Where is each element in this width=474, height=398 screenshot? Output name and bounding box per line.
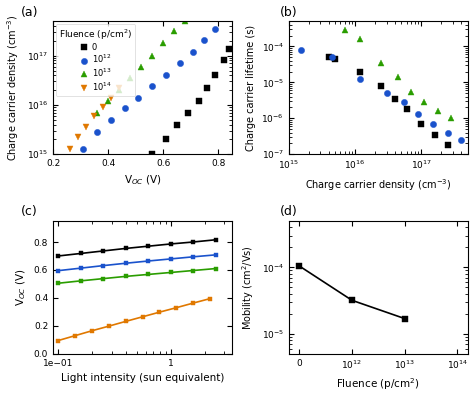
10$^{14}$ [116, 86, 122, 90]
10$^{13}$ [379, 60, 384, 65]
10$^{13}$ [127, 76, 133, 80]
0 [419, 121, 424, 126]
0 [458, 157, 464, 162]
Line: 10$^{14}$: 10$^{14}$ [66, 85, 122, 152]
0 [357, 69, 363, 74]
Y-axis label: Charge carrier density (cm$^{-3}$): Charge carrier density (cm$^{-3}$) [6, 15, 21, 161]
Line: 10$^{12}$: 10$^{12}$ [80, 26, 219, 152]
10$^{12}$ [108, 117, 114, 122]
10$^{13}$ [149, 53, 155, 58]
10$^{12}$ [163, 73, 169, 78]
Y-axis label: Charge carrier lifetime (s): Charge carrier lifetime (s) [246, 25, 256, 151]
0 [404, 107, 410, 111]
0 [149, 152, 155, 156]
10$^{14}$ [100, 105, 105, 109]
10$^{14}$ [75, 135, 81, 140]
10$^{12}$ [81, 146, 86, 151]
X-axis label: Charge carrier density (cm$^{-3}$): Charge carrier density (cm$^{-3}$) [305, 177, 451, 193]
10$^{13}$ [421, 100, 427, 105]
Text: (c): (c) [21, 205, 37, 219]
10$^{14}$ [67, 146, 73, 151]
10$^{13}$ [395, 75, 401, 80]
0 [174, 122, 180, 127]
10$^{12}$ [298, 47, 303, 52]
10$^{12}$ [430, 121, 436, 126]
Line: 10$^{12}$: 10$^{12}$ [297, 47, 465, 143]
0 [185, 110, 191, 115]
0 [326, 55, 332, 60]
10$^{12}$ [136, 96, 141, 100]
10$^{12}$ [212, 27, 218, 31]
0 [204, 86, 210, 90]
0 [196, 99, 202, 103]
Text: (b): (b) [280, 6, 298, 19]
0 [133, 169, 138, 174]
10$^{13}$ [342, 28, 348, 33]
10$^{14}$ [91, 113, 97, 118]
Line: 0: 0 [132, 45, 232, 174]
0 [379, 84, 384, 88]
Line: 10$^{13}$: 10$^{13}$ [94, 18, 188, 116]
10$^{12}$ [445, 130, 451, 135]
Line: 0: 0 [326, 54, 465, 163]
10$^{13}$ [138, 64, 144, 69]
10$^{12}$ [177, 61, 182, 66]
10$^{12}$ [149, 84, 155, 89]
10$^{14}$ [83, 125, 89, 130]
10$^{12}$ [201, 37, 207, 42]
10$^{12}$ [401, 100, 407, 105]
0 [432, 132, 438, 137]
10$^{12}$ [122, 106, 128, 111]
X-axis label: V$_{OC}$ (V): V$_{OC}$ (V) [124, 174, 161, 187]
10$^{14}$ [108, 96, 114, 100]
0 [392, 96, 398, 101]
0 [221, 58, 227, 63]
10$^{13}$ [408, 89, 414, 94]
Y-axis label: Mobility (cm$^2$/Vs): Mobility (cm$^2$/Vs) [240, 245, 256, 330]
10$^{13}$ [94, 110, 100, 115]
10$^{12}$ [329, 55, 335, 60]
Y-axis label: V$_{OC}$ (V): V$_{OC}$ (V) [15, 269, 28, 306]
0 [212, 73, 218, 78]
Text: (d): (d) [280, 205, 298, 219]
X-axis label: Fluence (p/cm$^2$): Fluence (p/cm$^2$) [337, 377, 420, 392]
10$^{13}$ [436, 109, 441, 113]
10$^{12}$ [191, 49, 196, 54]
0 [445, 142, 451, 147]
10$^{12}$ [416, 112, 421, 117]
10$^{13}$ [116, 88, 122, 92]
X-axis label: Light intensity (sun equivalent): Light intensity (sun equivalent) [61, 373, 224, 383]
0 [226, 46, 232, 51]
10$^{12}$ [458, 137, 464, 142]
10$^{13}$ [105, 99, 111, 103]
10$^{12}$ [384, 91, 390, 96]
10$^{12}$ [94, 130, 100, 135]
Text: (a): (a) [21, 6, 38, 19]
10$^{13}$ [357, 37, 363, 41]
0 [332, 57, 338, 61]
Line: 10$^{13}$: 10$^{13}$ [342, 27, 454, 121]
0 [163, 137, 169, 142]
Legend: 0, 10$^{12}$, 10$^{13}$, 10$^{14}$: 0, 10$^{12}$, 10$^{13}$, 10$^{14}$ [55, 24, 135, 96]
10$^{13}$ [171, 29, 177, 33]
10$^{13}$ [448, 116, 454, 121]
10$^{12}$ [357, 77, 363, 82]
10$^{13}$ [160, 41, 166, 45]
10$^{13}$ [182, 19, 188, 24]
